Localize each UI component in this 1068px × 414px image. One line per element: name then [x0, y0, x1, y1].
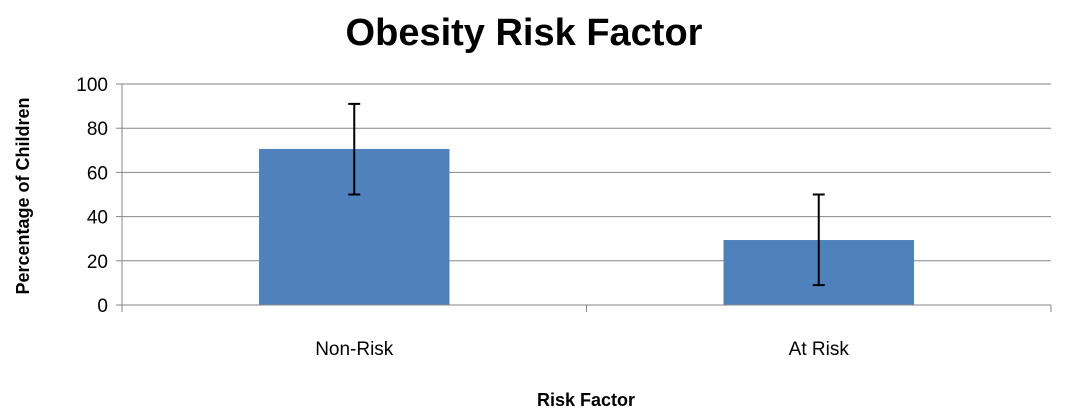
y-axis-title: Percentage of Children: [13, 97, 33, 294]
y-tick-label: 20: [87, 252, 108, 273]
x-axis-title: Risk Factor: [537, 390, 635, 410]
y-tick-label: 0: [97, 296, 108, 317]
error-bars: [348, 102, 825, 287]
y-tick-labels: 0 20 40 60 80 100: [76, 75, 108, 317]
y-tick-label: 60: [87, 163, 108, 184]
y-tick-label: 80: [87, 119, 108, 140]
x-tick-labels: Non-Risk At Risk: [315, 339, 849, 360]
x-tick-label: Non-Risk: [315, 339, 394, 360]
x-tick-label: At Risk: [789, 339, 850, 360]
y-tick-label: 40: [87, 208, 108, 229]
axes: [116, 83, 1052, 312]
chart-title: Obesity Risk Factor: [346, 12, 703, 54]
y-tick-label: 100: [76, 75, 108, 96]
